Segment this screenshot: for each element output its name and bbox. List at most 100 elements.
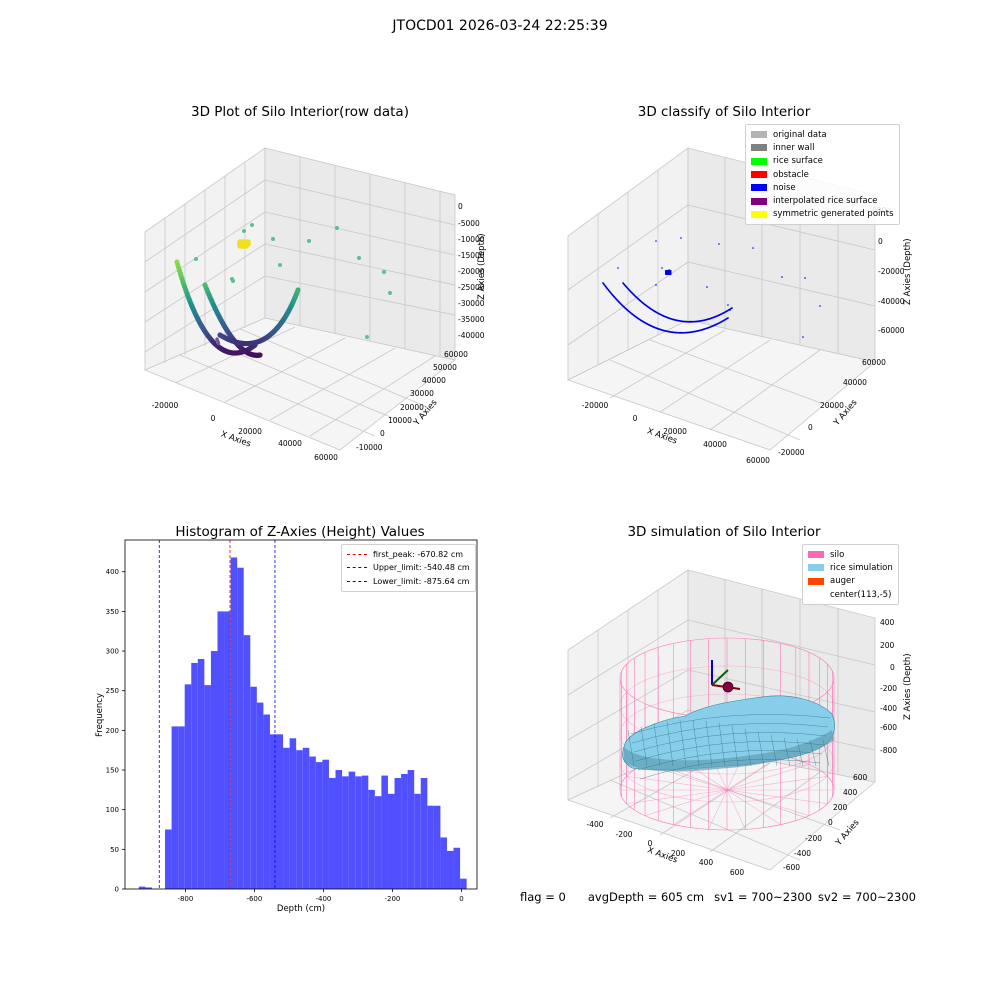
histogram-bar [184,684,192,889]
raw-z-tick: -25000 [458,283,485,292]
legend-item-rice-surface: rice surface [751,155,894,168]
y-tick-label: 400 [106,568,119,576]
histogram-bar [335,770,343,889]
histogram-bar [269,734,277,889]
histogram-bar [145,887,152,889]
legend-label: first_peak: -670.82 cm [373,550,464,560]
legend-label: inner wall [773,142,815,153]
sim-y-tick: 0 [828,818,833,827]
legend-item-center: center(113,-5) [808,588,893,601]
legend-swatch [751,197,767,205]
raw-plot-title: 3D Plot of Silo Interior(row data) [191,104,409,120]
x-tick-label: -200 [385,895,401,903]
raw-point [243,243,249,249]
status-avg-depth: avgDepth = 605 cm [587,890,705,904]
raw-z-tick: -15000 [458,251,485,260]
classify-point [802,336,804,338]
classify-point [804,277,806,279]
raw-z-tick: -20000 [458,267,485,276]
rice-mesh-line [718,722,726,767]
sim-z-tick: 200 [880,641,895,650]
rice-surface-shade [624,730,834,772]
classify-y-tick: 20000 [820,401,844,410]
y-tick-label: 150 [106,767,119,775]
classify-point [706,286,708,288]
legend-item-first-peak: first_peak: -670.82 cm [347,548,470,561]
silo-floor-spoke [726,789,810,816]
classify-point [752,247,754,249]
raw-point [382,270,386,274]
legend-swatch [751,171,767,179]
silo-floor-spoke [708,789,728,830]
simulation-3d-plot: -400 -200 0 200 400 600 X Axies -600 -40… [566,569,913,877]
rice-mesh-line [653,723,661,767]
histogram-bar [230,557,238,889]
silo-floor-spoke [726,789,828,804]
auger [711,660,741,693]
sim-y-label: Y Axies [833,817,861,848]
legend-item-obstacle: obstacle [751,168,894,181]
sim-z-tick: -400 [880,704,897,713]
legend-label: symmetric generated points [773,209,894,220]
legend-item-symmetric: symmetric generated points [751,208,894,221]
histogram-bar [355,776,362,889]
histogram-bar [381,775,388,889]
silo-floor-spoke [726,789,781,825]
simulation-legend: silo rice simulation auger center(113,-5… [802,544,899,606]
classify-point [781,276,783,278]
histogram-bar [256,702,264,889]
legend-swatch [808,591,824,598]
classify-x-tick: 40000 [703,440,727,449]
raw-z-tick: -5000 [458,219,480,228]
histogram-bar [309,756,316,889]
silo-floor-spoke [626,776,728,791]
classify-y-tick: 60000 [862,358,886,367]
sim-z-tick: 0 [890,663,895,672]
histogram-axes: -800 -600 -400 -200 0 0 50 100 150 200 250 300 350 40… [106,539,478,903]
histogram-title: Histogram of Z-Axies (Height) Values [175,524,425,540]
legend-item-original-data: original data [751,128,894,141]
sim-y-tick: 200 [833,803,848,812]
status-line: flag = 0 avgDepth = 605 cm sv1 = 700~2300 s… [520,890,926,904]
x-tick-label: -400 [315,895,331,903]
legend-label: auger [830,576,855,587]
sim-y-tick: 400 [843,788,858,797]
histogram-bar [165,829,172,889]
sim-y-tick: -200 [805,834,822,843]
histogram-bar [394,777,402,889]
sim-x-tick: -200 [615,830,632,839]
legend-item-interpolated: interpolated rice surface [751,194,894,207]
sim-x-tick: -400 [586,820,603,829]
classify-plot-title: 3D classify of Silo Interior [637,104,811,120]
y-tick-label: 0 [115,886,119,894]
raw-x-tick: 20000 [238,427,262,436]
y-tick-label: 100 [106,806,119,814]
sim-z-label: Z Axies (Depth) [903,653,913,720]
histogram-x-label: Depth (cm) [277,904,325,914]
legend-label: original data [773,129,827,140]
classify-3d-plot: -20000 0 20000 40000 60000 X Axies -2000… [566,147,913,465]
raw-point [388,291,392,295]
silo-floor-spoke [726,764,810,791]
histogram-chart: -800 -600 -400 -200 0 0 50 100 150 200 250 300 350 40… [95,539,478,914]
raw-point [295,287,301,293]
raw-x-tick: -20000 [152,401,179,410]
classify-point [819,305,821,307]
histogram-bar [342,776,349,889]
histogram-bar [178,726,185,889]
legend-label: Lower_limit: -875.64 cm [373,576,470,586]
legend-line [347,580,367,582]
histogram-bar [237,567,244,889]
histogram-bar [361,775,369,889]
legend-label: silo [830,549,845,560]
histogram-legend: first_peak: -670.82 cm Upper_limit: -540… [341,544,476,592]
auger-y-arrow [711,669,729,686]
raw-point [217,342,221,346]
silo-floor-spoke [673,789,728,825]
histogram-bar [243,635,251,889]
legend-item-inner-wall: inner wall [751,141,894,154]
legend-label: rice simulation [830,562,893,573]
rice-mesh-line [629,714,831,735]
histogram-bar [138,886,146,889]
sim-z-tick: -800 [880,746,897,755]
